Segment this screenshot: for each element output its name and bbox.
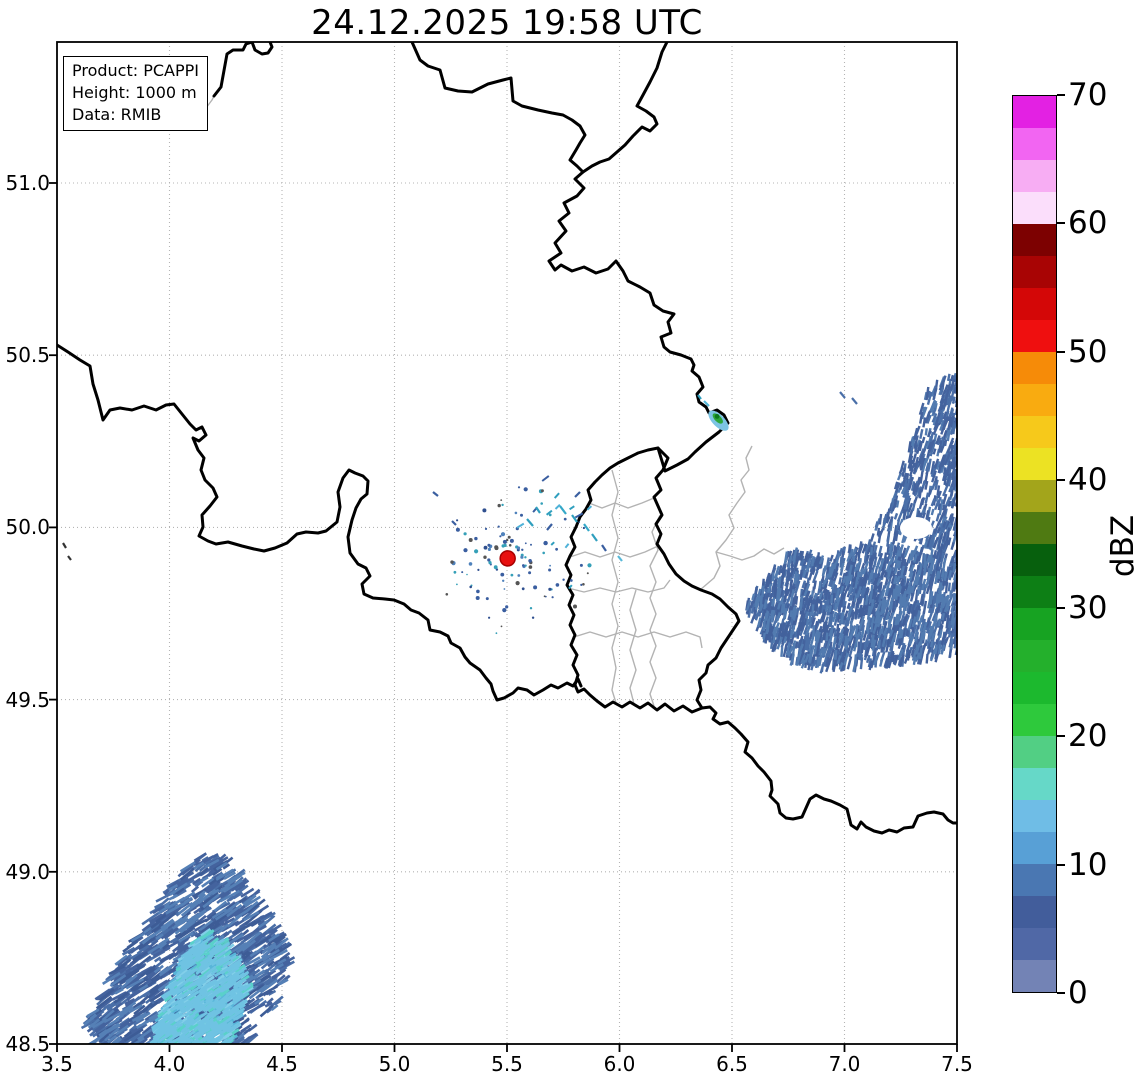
colorbar-segment [1013,96,1056,128]
colorbar [1012,95,1057,993]
colorbar-segment [1013,416,1056,448]
colorbar-tick-label: 0 [1068,975,1088,1011]
colorbar-segment [1013,960,1056,992]
regional-borders-gray [91,95,785,707]
x-tick-label: 7.5 [941,1052,973,1076]
colorbar-axis-label: dBZ [1105,514,1141,578]
colorbar-segment [1013,864,1056,896]
country-borders [57,42,957,835]
luxembourg-border [564,446,741,714]
colorbar-segment [1013,224,1056,256]
colorbar-tick-label: 50 [1068,333,1108,370]
radar-site-marker [499,550,516,567]
axes-frame [49,41,958,1052]
colorbar-segment [1013,352,1056,384]
y-tick-label: 51.0 [5,171,50,195]
echo-white-gap [900,517,932,539]
y-tick-label: 49.0 [5,859,50,884]
colorbar-segment [1013,384,1056,416]
y-tick-label: 50.0 [5,515,50,540]
colorbar-tick-label: 30 [1068,590,1108,627]
colorbar-segment [1013,448,1056,480]
colorbar-segment [1013,544,1056,576]
colorbar-segment [1013,768,1056,800]
y-tick-label: 48.5 [5,1032,50,1056]
radar-clutter [62,391,858,635]
colorbar-tick-mark [1057,222,1065,225]
y-tick-label: 49.5 [5,687,50,712]
colorbar-segment [1013,832,1056,864]
radar-echo-southwest [80,852,296,1044]
colorbar-segment [1013,128,1056,160]
colorbar-tick-label: 60 [1068,205,1108,242]
colorbar-segment [1013,288,1056,320]
colorbar-segment [1013,576,1056,608]
info-box-data-source: Data: RMIB [72,105,162,125]
colorbar-segment [1013,608,1056,640]
info-box-product: Product: PCAPPI [72,61,200,80]
colorbar-segment [1013,640,1056,672]
colorbar-segment [1013,480,1056,512]
colorbar-tick-mark [1057,478,1065,481]
colorbar-segment [1013,320,1056,352]
map-gridlines [57,42,957,1044]
x-tick-label: 5.5 [491,1052,523,1076]
colorbar-segment [1013,704,1056,736]
colorbar-segment [1013,672,1056,704]
colorbar-tick-label: 10 [1068,846,1108,883]
info-box-height: Height: 1000 m [72,83,197,103]
colorbar-segment [1013,928,1056,960]
radar-echo-layer [80,372,957,1044]
colorbar-segment [1013,896,1056,928]
colorbar-tick-mark [1057,735,1065,738]
colorbar-segment [1013,256,1056,288]
colorbar-segment [1013,192,1056,224]
x-tick-label: 4.0 [153,1052,186,1076]
colorbar-segment [1013,160,1056,192]
x-tick-label: 6.5 [716,1052,748,1076]
colorbar-tick-mark [1057,992,1065,994]
colorbar-segment [1013,512,1056,544]
small-echo-cell [708,410,729,431]
radar-echo-east [745,372,957,674]
colorbar-tick-mark [1057,94,1065,96]
colorbar-tick-label: 20 [1068,718,1108,755]
colorbar-tick-label: 70 [1068,77,1108,113]
x-tick-label: 4.5 [266,1052,298,1076]
x-tick-label: 3.5 [41,1052,73,1076]
info-box: Product: PCAPPI Height: 1000 m Data: RMI… [63,56,209,132]
figure-title: 24.12.2025 19:58 UTC [311,3,703,43]
x-tick-label: 6.0 [603,1052,636,1076]
colorbar-tick-mark [1057,607,1065,610]
colorbar-segment [1013,736,1056,768]
colorbar-tick-label: 40 [1068,461,1108,498]
colorbar-tick-mark [1057,863,1065,866]
x-tick-label: 7.0 [828,1052,861,1076]
colorbar-segment [1013,800,1056,832]
x-tick-label: 5.0 [378,1052,411,1076]
colorbar-tick-mark [1057,350,1065,353]
y-tick-label: 50.5 [5,343,50,368]
